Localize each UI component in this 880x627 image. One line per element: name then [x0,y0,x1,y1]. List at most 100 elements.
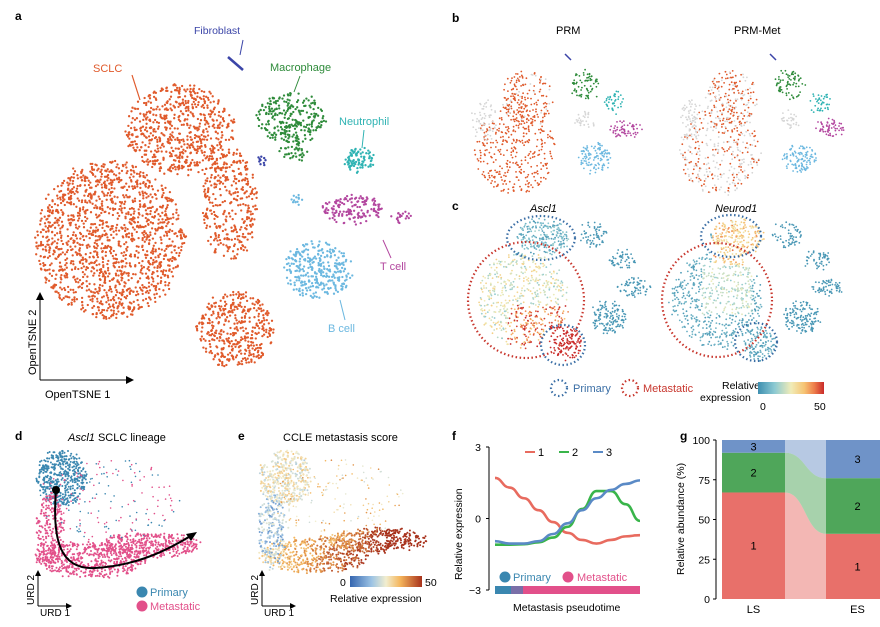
sclc-cell [514,130,517,133]
sclc-cell [519,95,521,98]
sclc-cell [133,199,137,203]
sclc-cell [233,175,236,178]
sclc-cell [527,97,529,100]
sclc-cell [178,92,181,95]
sclc-cell [230,163,233,167]
bcell-cell [336,290,340,294]
bcell-cell [317,253,320,256]
sclc-cell [101,257,105,261]
sclc-cell [696,165,699,168]
sclc-cell [118,282,121,286]
sclc-cell [103,288,106,292]
sclc-cell [175,218,178,221]
tcell-cell [632,128,635,131]
bcell-cell [313,295,316,298]
macrophage-cell [314,112,318,116]
sclc-cell [255,332,258,336]
sclc-cell [196,149,199,153]
sclc-cell [104,245,107,248]
bcell-cell [301,255,304,258]
sclc-cell [83,273,86,276]
sclc-cell [117,281,120,284]
macrophage-cell [575,82,578,85]
sclc-cell [177,118,181,121]
sclc-cell [493,175,496,178]
sclc-cell [515,113,518,116]
sclc-cell [217,320,221,324]
sclc-cell [102,192,105,195]
sclc-cell [103,279,107,282]
macrophage-cell [573,79,576,82]
bcell-cell [312,246,315,249]
neutrophil-cell [609,95,612,98]
sclc-cell [112,303,115,306]
sclc-cell [85,244,88,247]
sclc-cell [151,261,155,264]
sclc-cell [249,353,252,356]
bcell-cell [334,262,337,265]
sclc-cell [184,102,188,105]
tcell-cell [324,210,327,213]
sclc-cell [153,153,156,156]
sclc-cell [130,121,133,124]
sclc-cell [233,224,236,227]
sclc-cell [731,129,733,132]
sclc-cell [176,136,179,140]
sclc-cell [206,106,209,109]
bcell-cell [598,148,601,151]
neutrophil-cell [355,152,359,155]
tcell-cell [358,205,362,209]
sclc-cell [155,209,158,212]
sclc-cell [499,165,501,168]
sclc-cell [122,194,125,197]
sclc-cell [45,236,48,239]
neutrophil-cell [617,96,620,98]
sclc-cell [540,76,542,78]
sclc-cell [139,170,142,174]
sclc-cell [91,173,95,176]
tcell-cell [622,120,625,122]
tcell-cell [370,208,373,211]
sclc-cell [110,169,113,172]
sclc-cell [244,246,247,249]
sclc-cell [69,179,72,182]
sclc-cell [549,152,552,155]
sclc-cell [165,114,168,117]
macrophage-cell [261,123,264,126]
tcell-cell [328,201,331,204]
sclc-cell [145,212,148,216]
sclc-cell [168,142,171,145]
sclc-cell [237,204,240,207]
sclc-cell [531,74,534,76]
sclc-cell [515,124,518,127]
sclc-cell [72,231,75,234]
sclc-cell [548,102,551,105]
sclc-cell [65,241,68,244]
sclc-cell [543,152,546,155]
neutrophil-cell [617,98,620,101]
sclc-cell [100,175,103,178]
sclc-cell [118,178,121,181]
sclc-cell [198,96,202,99]
sclc-cell [232,180,235,183]
macrophage-cell [268,107,271,110]
bcell-cell [290,257,294,260]
macrophage-cell [257,124,261,128]
sclc-cell [545,102,548,105]
other-cell [471,112,473,115]
macrophage-cell [297,92,300,95]
sclc-cell [227,212,231,215]
sclc-cell [141,141,144,144]
sclc-cell [146,207,150,210]
tcell-cell [377,215,380,219]
sclc-cell [478,140,481,143]
sclc-cell [39,240,43,244]
sclc-cell [732,150,734,153]
other-cell [579,119,582,122]
sclc-cell [201,315,205,318]
bcell-cell [341,275,344,279]
sclc-cell [60,273,63,277]
sclc-cell [61,195,64,198]
sclc-cell [245,173,248,176]
sclc-cell [251,173,254,176]
